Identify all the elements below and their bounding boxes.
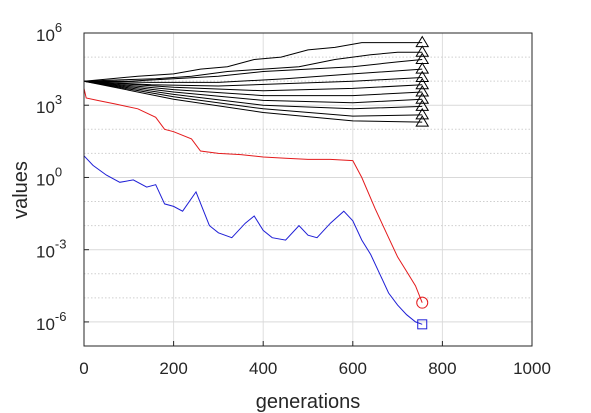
x-tick-label: 1000	[513, 359, 551, 378]
x-tick-label: 600	[339, 359, 367, 378]
series-end-marker-triangle	[415, 107, 430, 120]
series-line	[83, 80, 423, 110]
series-end-marker-triangle	[415, 45, 430, 57]
y-tick-label: 100	[36, 164, 62, 189]
y-tick-label: 103	[36, 92, 62, 117]
x-tick-label: 800	[428, 359, 456, 378]
series-line	[83, 80, 423, 104]
series-line	[84, 59, 423, 82]
y-axis-ticks: 106 103 100 10-3 10-6	[36, 20, 89, 334]
series-line	[83, 51, 423, 82]
series-line	[83, 80, 423, 92]
series-end-marker-triangle	[415, 62, 430, 74]
series-end-marker-triangle	[415, 85, 430, 97]
series-layer	[83, 35, 430, 330]
y-tick-label: 10-3	[36, 237, 66, 262]
series-end-marker-triangle	[415, 99, 430, 111]
x-axis-ticks: 0 200 400 600 800 1000	[79, 341, 551, 378]
series-end-marker-triangle	[415, 115, 430, 127]
y-axis-label: values	[10, 161, 32, 219]
x-tick-label: 400	[249, 359, 277, 378]
series-end-marker-triangle	[415, 77, 430, 90]
x-tick-label: 200	[159, 359, 187, 378]
series-line	[83, 88, 423, 303]
series-line	[83, 80, 423, 97]
series-end-marker-triangle	[415, 92, 430, 104]
series-end-marker-circle	[416, 296, 429, 309]
x-tick-label: 0	[79, 359, 88, 378]
x-axis-label: generations	[256, 391, 361, 413]
plot-border	[83, 32, 533, 347]
grid-lines	[83, 32, 533, 347]
series-end-marker-square	[417, 319, 428, 330]
series-line	[83, 80, 423, 123]
y-tick-label: 10-6	[36, 309, 66, 334]
series-line	[83, 155, 423, 325]
series-line	[83, 68, 423, 83]
series-end-marker-triangle	[415, 70, 430, 83]
series-line	[83, 77, 423, 87]
series-line	[83, 80, 423, 117]
series-line	[83, 42, 423, 82]
y-tick-label: 106	[36, 20, 62, 45]
